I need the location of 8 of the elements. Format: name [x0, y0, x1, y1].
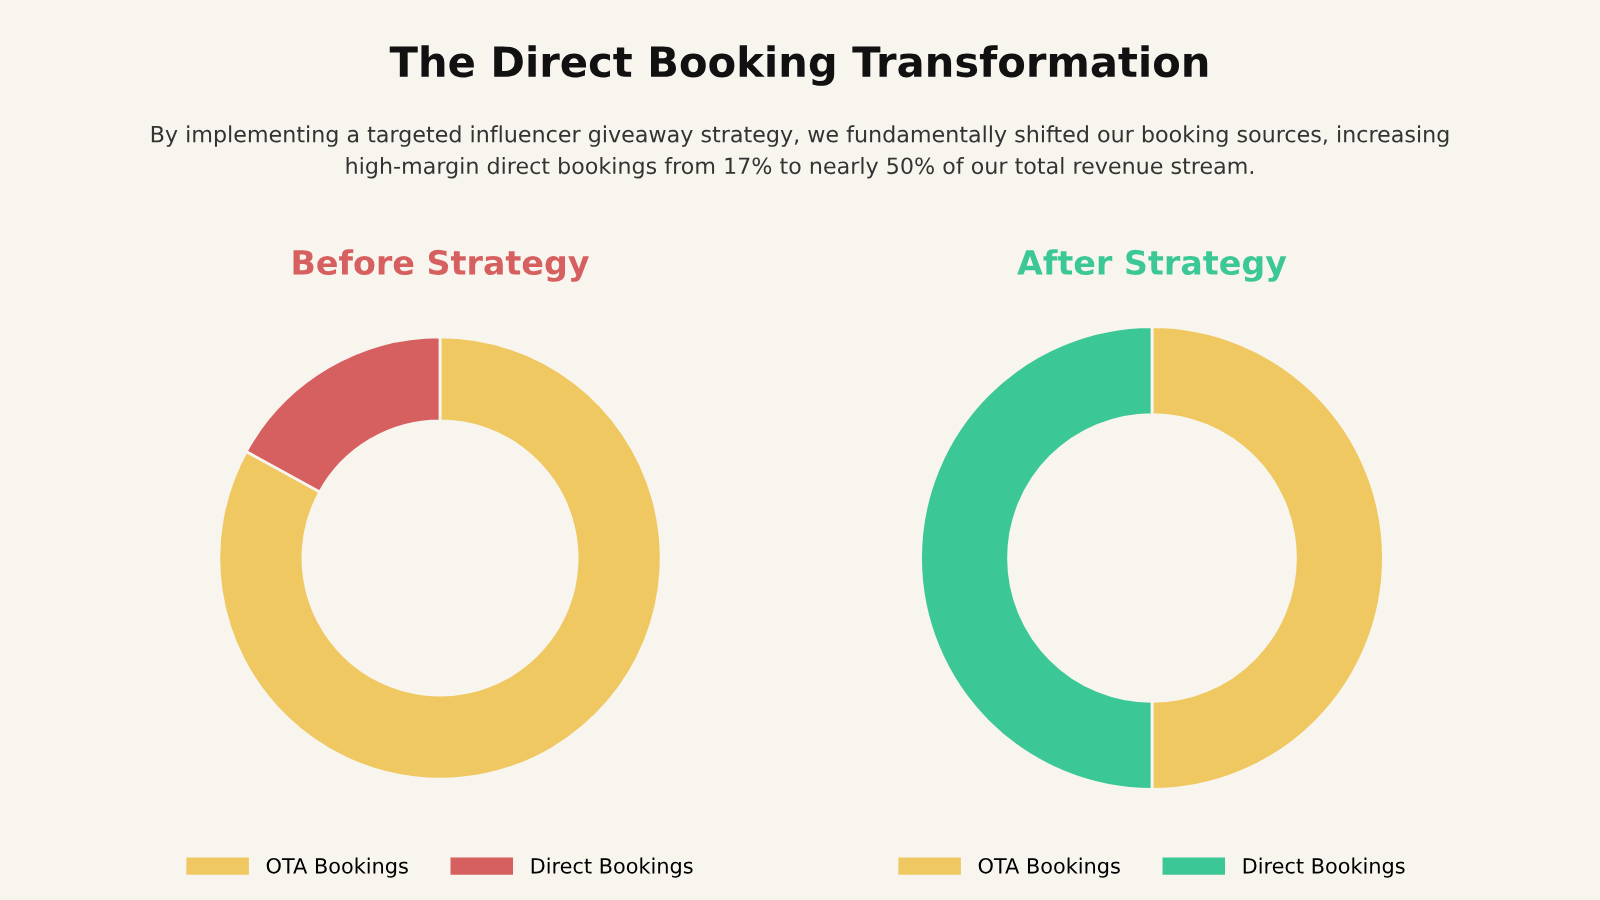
chart-title: Before Strategy	[293, 249, 589, 282]
text: The Direct Booking Transformation	[389, 45, 1208, 86]
legend-label: OTA Bookings	[978, 857, 1120, 878]
text: By implementing a targeted influencer giveaway strategy, we fundamentally shifted our booking sources, increasing high-margin direct bookings from 17% to nearly 50% of our total revenue stream.	[151, 125, 1449, 179]
legend-label: Direct Bookings	[1243, 857, 1405, 878]
chart-title: After Strategy	[1017, 249, 1287, 282]
legend-label: OTA Bookings	[266, 857, 408, 878]
legend-label: Direct Bookings	[531, 857, 693, 878]
